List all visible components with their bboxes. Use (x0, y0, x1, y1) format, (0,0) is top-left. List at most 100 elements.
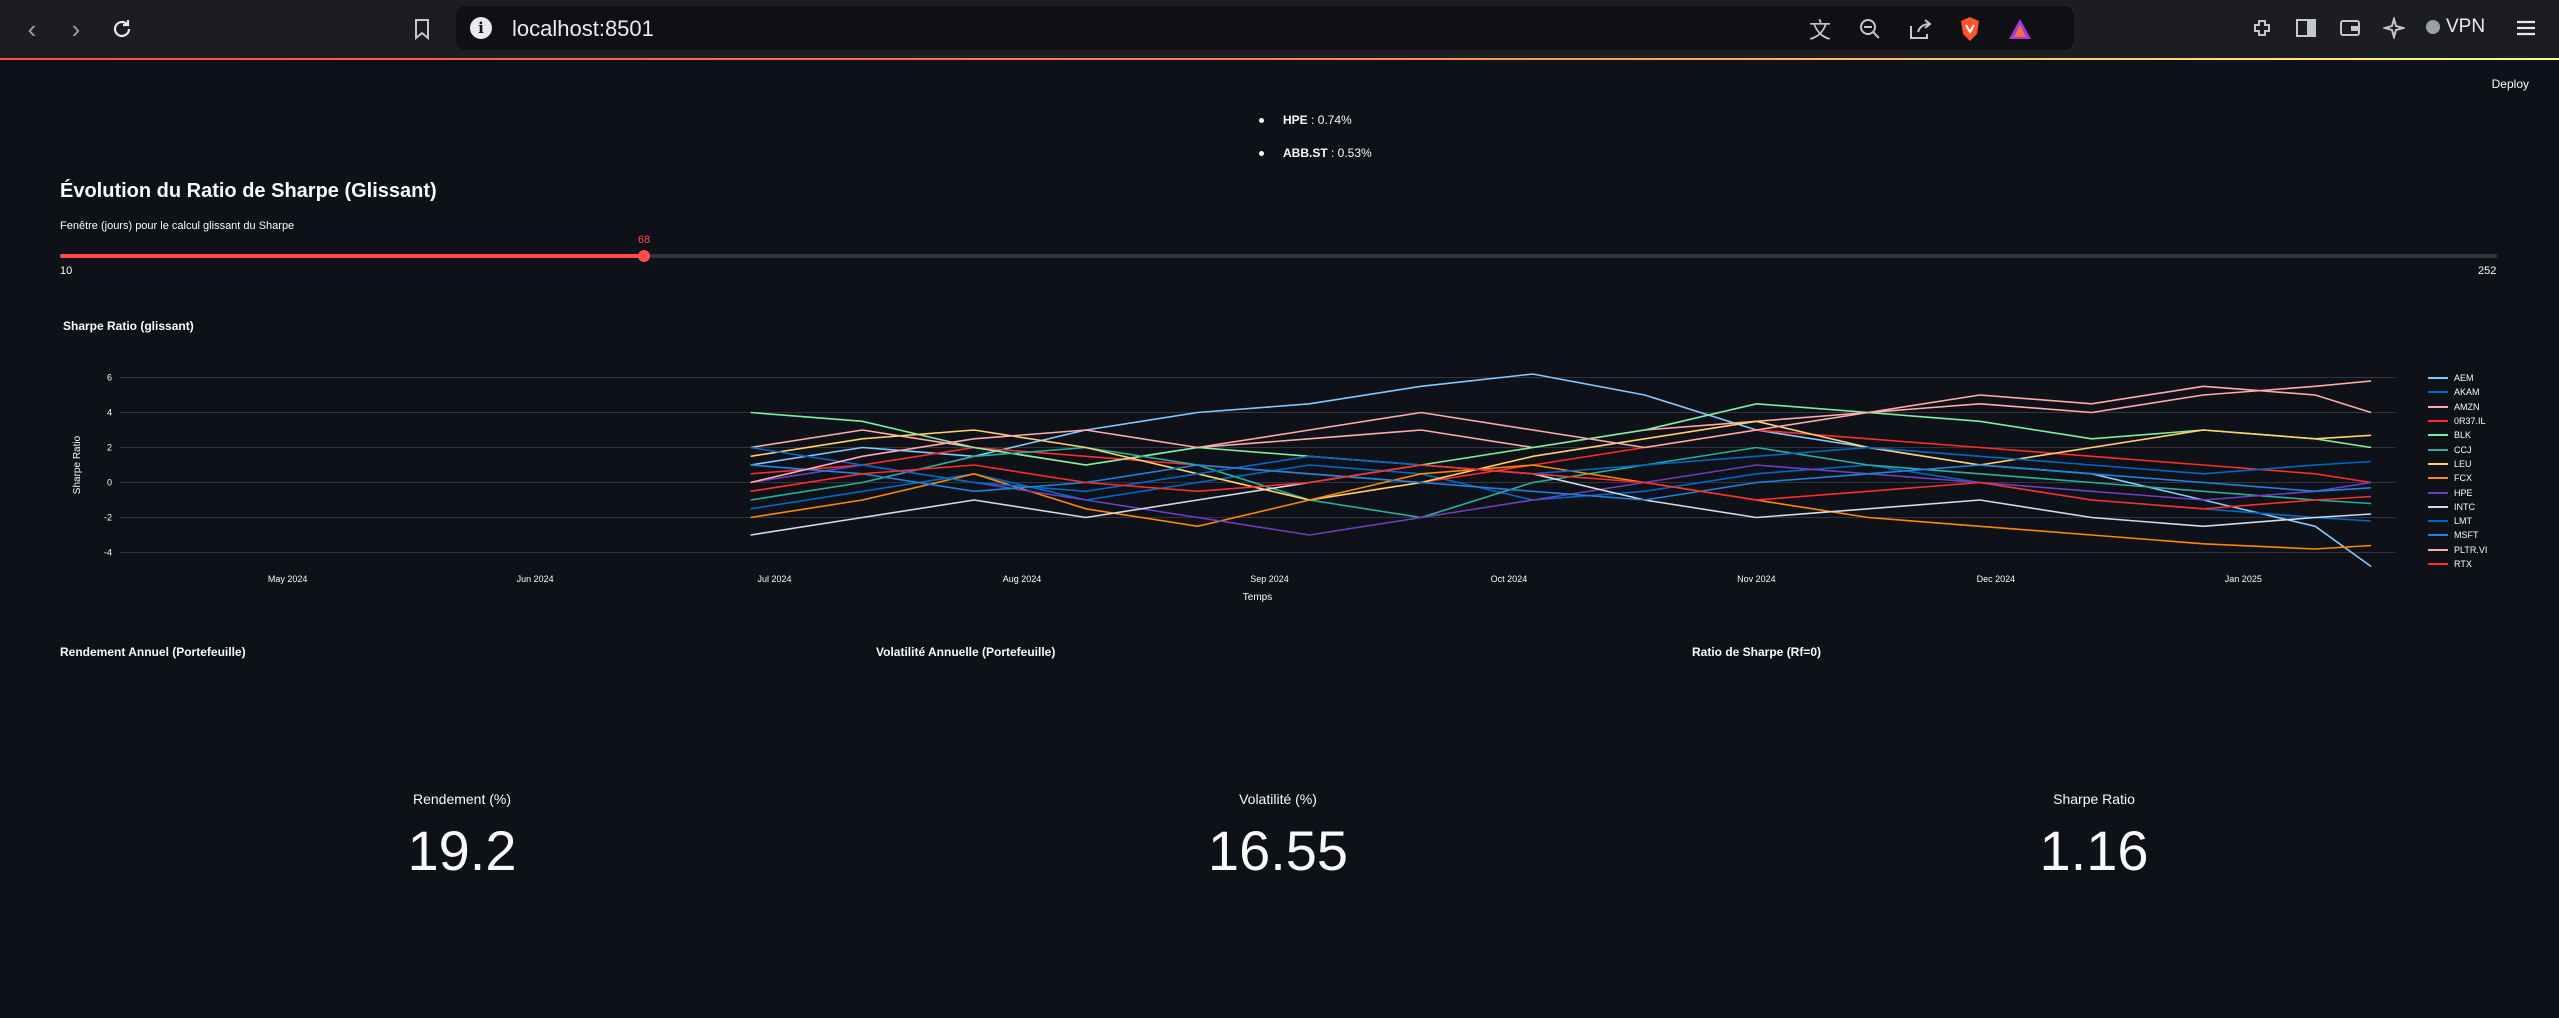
vpn-label: VPN (2446, 16, 2486, 37)
legend-swatch (2428, 548, 2448, 551)
series-line-msft[interactable] (750, 464, 2372, 501)
x-tick-label: Sep 2024 (1250, 574, 1289, 584)
series-line-pltr-vi[interactable] (750, 385, 2372, 484)
extensions-icon[interactable] (2246, 12, 2278, 44)
legend-swatch (2428, 391, 2448, 394)
x-tick-label: Aug 2024 (1003, 574, 1042, 584)
sharpe-ratio-chart[interactable]: -4 -2 0 2 4 6 May 2024 Jun 2024 Jul 2024 Aug 202… (60, 340, 2500, 610)
address-bar[interactable]: i localhost:8501 文 (456, 6, 2074, 50)
legend-swatch (2428, 405, 2448, 408)
legend-swatch (2428, 420, 2448, 423)
legend-item[interactable]: LMT (2428, 514, 2487, 528)
series-line-leu[interactable] (750, 420, 2372, 501)
legend-item[interactable]: INTC (2428, 500, 2487, 514)
x-tick-label: Dec 2024 (1977, 574, 2016, 584)
chart-legend[interactable]: AEM AKAM AMZN 0R37.IL BLK CCJ LEU FCX HPE INTC LMT… (2428, 371, 2487, 571)
ticker-label: HPE (1283, 113, 1308, 127)
y-tick-label: 0 (107, 478, 112, 488)
legend-item[interactable]: AMZN (2428, 400, 2487, 414)
slider-fill (60, 254, 645, 258)
wallet-icon[interactable] (2334, 12, 2366, 44)
y-tick-label: -2 (104, 513, 112, 523)
legend-item[interactable]: AKAM (2428, 385, 2487, 399)
return-metric-label: Rendement (%) (412, 791, 512, 807)
legend-label: AEM (2454, 373, 2474, 384)
legend-item[interactable]: RTX (2428, 557, 2487, 571)
chart-lines[interactable] (750, 373, 2372, 568)
legend-swatch (2428, 520, 2448, 523)
legend-label: AKAM (2454, 387, 2480, 398)
y-tick-label: 2 (107, 443, 112, 453)
browser-toolbar: ‹ › i localhost:8501 文 VPN (0, 0, 2559, 58)
list-item: ABB.ST : 0.53% (1259, 146, 1372, 160)
ticker-label: ABB.ST (1283, 146, 1328, 160)
ticker-value: : 0.53% (1327, 146, 1372, 160)
site-info-icon[interactable]: i (470, 17, 492, 39)
legend-item[interactable]: CCJ (2428, 442, 2487, 456)
deploy-button[interactable]: Deploy (2491, 77, 2529, 91)
brave-shield-icon[interactable] (1956, 15, 1984, 43)
y-axis-label: Sharpe Ratio (72, 435, 83, 494)
legend-swatch (2428, 491, 2448, 494)
volatility-header: Volatilité Annuelle (Portefeuille) (876, 645, 1056, 659)
legend-item[interactable]: HPE (2428, 485, 2487, 499)
sharpe-metric-value: 1.16 (2039, 819, 2149, 882)
back-icon[interactable]: ‹ (27, 13, 37, 44)
legend-label: FCX (2454, 473, 2472, 484)
legend-item[interactable]: LEU (2428, 457, 2487, 471)
x-tick-label: Jan 2025 (2225, 574, 2262, 584)
y-axis-ticks: -4 -2 0 2 4 6 (104, 373, 112, 558)
chart-grid (120, 377, 2395, 553)
sharpe-header: Ratio de Sharpe (Rf=0) (1692, 645, 1822, 659)
brave-rewards-icon[interactable] (2006, 15, 2034, 43)
legend-label: HPE (2454, 487, 2473, 498)
legend-swatch (2428, 377, 2448, 380)
forward-icon[interactable]: › (71, 13, 81, 44)
volatility-metric-label: Volatilité (%) (1239, 791, 1317, 807)
window-slider[interactable] (60, 250, 2497, 262)
legend-swatch (2428, 462, 2448, 465)
legend-item[interactable]: FCX (2428, 471, 2487, 485)
legend-item[interactable]: 0R37.IL (2428, 414, 2487, 428)
slider-max-label: 252 (2478, 265, 2497, 277)
series-line-rtx[interactable] (750, 464, 2372, 510)
legend-swatch (2428, 563, 2448, 565)
legend-label: AMZN (2454, 401, 2480, 412)
legend-swatch (2428, 477, 2448, 480)
slider-label: Fenêtre (jours) pour le calcul glissant … (60, 220, 295, 232)
series-line-intc[interactable] (750, 464, 2372, 536)
section-title: Évolution du Ratio de Sharpe (Glissant) (60, 180, 437, 202)
x-tick-label: Jul 2024 (758, 574, 792, 584)
legend-label: PLTR.VI (2454, 544, 2488, 555)
sharpe-metric-label: Sharpe Ratio (2053, 791, 2135, 807)
menu-icon[interactable] (2510, 12, 2542, 44)
legend-swatch (2428, 448, 2448, 451)
leo-ai-icon[interactable] (2378, 12, 2410, 44)
legend-item[interactable]: MSFT (2428, 528, 2487, 542)
slider-thumb[interactable] (638, 250, 651, 262)
legend-swatch (2428, 505, 2448, 508)
vpn-button[interactable]: VPN (2418, 12, 2493, 42)
series-line-hpe[interactable] (750, 464, 2372, 536)
zoom-out-icon[interactable] (1856, 15, 1884, 43)
legend-item[interactable]: BLK (2428, 428, 2487, 442)
vpn-status-icon (2426, 20, 2440, 34)
x-tick-label: Nov 2024 (1737, 574, 1776, 584)
legend-item[interactable]: PLTR.VI (2428, 543, 2487, 557)
legend-item[interactable]: AEM (2428, 371, 2487, 385)
slider-min-label: 10 (60, 265, 73, 277)
legend-label: MSFT (2454, 530, 2479, 541)
translate-icon[interactable]: 文 (1808, 18, 1831, 43)
legend-swatch (2428, 434, 2448, 437)
bookmark-icon[interactable] (406, 13, 438, 45)
legend-label: RTX (2454, 559, 2472, 569)
reload-icon[interactable] (106, 13, 138, 45)
url-text[interactable]: localhost:8501 (512, 16, 654, 41)
x-tick-label: Oct 2024 (1491, 574, 1528, 584)
legend-label: CCJ (2454, 444, 2472, 455)
sidebar-icon[interactable] (2290, 12, 2322, 44)
ticker-value: : 0.74% (1307, 113, 1352, 127)
share-icon[interactable] (1906, 15, 1934, 43)
x-axis-ticks: May 2024 Jun 2024 Jul 2024 Aug 2024 Sep 2024… (268, 574, 2262, 584)
return-header: Rendement Annuel (Portefeuille) (60, 645, 246, 659)
